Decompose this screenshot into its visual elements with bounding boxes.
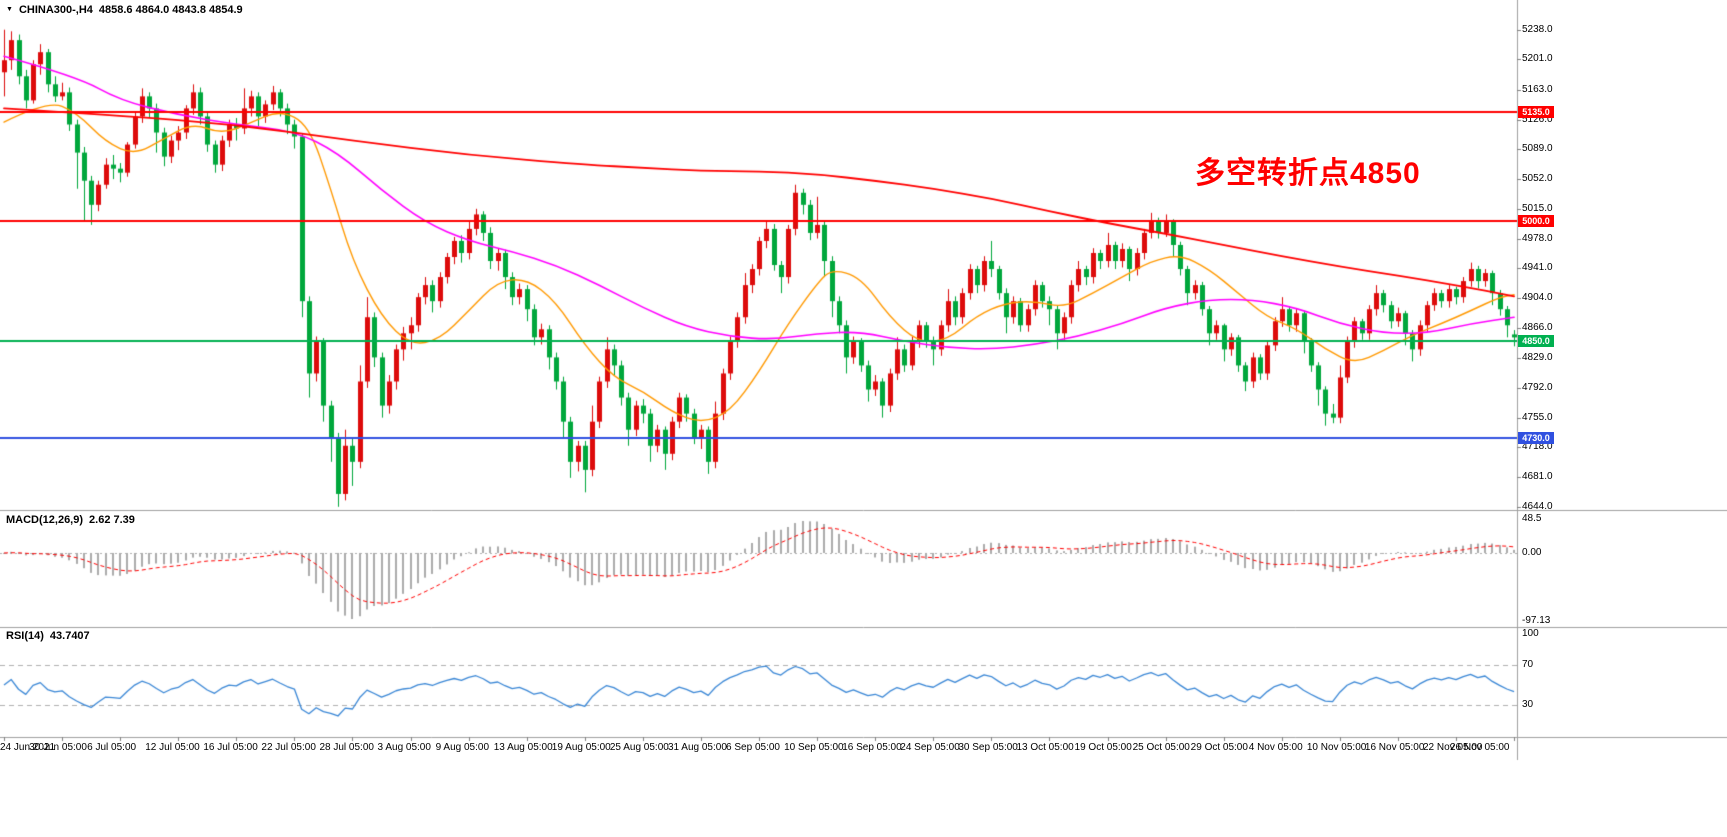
price-axis-label: 4866.0 [1522,322,1553,334]
time-axis-label: 24 Jun 2021 [0,742,56,753]
chart-header: ▼ CHINA300-,H4 4858.6 4864.0 4843.8 4854… [6,3,243,17]
price-axis-label: 4978.0 [1522,232,1553,244]
ohlc-values: 4858.6 4864.0 4843.8 4854.9 [98,4,243,16]
price-axis-label: 4792.0 [1522,381,1553,393]
time-axis-label: 10 Nov 05:00 [1306,742,1367,753]
time-axis-label: 12 Jul 05:00 [145,742,200,753]
time-axis-label: 6 Sep 05:00 [726,742,780,753]
price-axis-label: 5163.0 [1522,83,1553,95]
price-axis-label: 4755.0 [1522,411,1553,423]
macd-indicator-label: MACD(12,26,9) 2.62 7.39 [6,514,141,526]
macd-axis-label: 48.5 [1522,513,1542,524]
time-axis-label: 28 Jul 05:00 [319,742,374,753]
time-axis-label: 25 Oct 05:00 [1132,742,1190,753]
price-axis-label: 5052.0 [1522,173,1553,185]
price-level-tag[interactable]: 4730.0 [1518,431,1554,444]
time-axis-label: 19 Oct 05:00 [1074,742,1132,753]
time-axis-label: 29 Oct 05:00 [1190,742,1248,753]
time-axis-label: 16 Sep 05:00 [842,742,902,753]
time-axis-label: 26 Nov 05:00 [1450,742,1510,753]
price-axis-label: 4829.0 [1522,352,1553,364]
rsi-axis-label: 70 [1522,658,1534,670]
time-axis-label: 9 Aug 05:00 [435,742,490,753]
price-axis-label: 5015.0 [1522,202,1553,214]
time-axis-label: 6 Jul 05:00 [87,742,137,753]
rsi-axis-label: 30 [1522,699,1534,711]
price-axis-label: 4941.0 [1522,262,1553,274]
price-level-tag[interactable]: 5000.0 [1518,214,1554,227]
time-axis-label: 13 Aug 05:00 [493,742,553,753]
price-axis-label: 4644.0 [1522,500,1553,512]
time-axis-label: 4 Nov 05:00 [1248,742,1303,753]
time-axis-label: 22 Nov 05:00 [1423,742,1483,753]
price-axis-label: 4904.0 [1522,291,1553,303]
price-level-tag[interactable]: 4850.0 [1518,335,1554,348]
time-axis-label: 24 Sep 05:00 [900,742,960,753]
rsi-indicator-label: RSI(14) 43.7407 [6,630,96,642]
price-level-tag[interactable]: 5135.0 [1518,106,1554,119]
price-annotation: 多空转折点4850 [1195,157,1421,190]
symbol-timeframe-label: CHINA300-,H4 [18,4,93,16]
macd-axis-label: 0.00 [1522,546,1542,558]
rsi-axis-label: 100 [1522,628,1539,639]
price-axis-label: 5238.0 [1522,23,1553,35]
macd-values: 2.62 7.39 [89,514,135,526]
macd-axis-label: -97.13 [1522,615,1551,626]
symbol-dropdown-icon[interactable]: ▼ [6,6,13,13]
time-axis-label: 31 Aug 05:00 [667,742,727,753]
price-axis-label: 5201.0 [1522,53,1553,65]
rsi-value: 43.7407 [49,630,90,642]
macd-name: MACD(12,26,9) [6,514,84,526]
time-axis-label: 19 Aug 05:00 [551,742,611,753]
price-axis-label: 5089.0 [1522,143,1553,155]
price-axis-label: 4681.0 [1522,471,1553,483]
time-axis-label: 30 Sep 05:00 [958,742,1018,753]
price-axis-label: 4718.0 [1522,441,1553,453]
time-axis-label: 16 Nov 05:00 [1364,742,1425,753]
time-axis-label: 30 Jun 05:00 [29,742,87,753]
time-axis-label: 25 Aug 05:00 [609,742,669,753]
price-axis-label: 5126.0 [1522,113,1553,125]
time-axis-label: 3 Aug 05:00 [377,742,431,753]
rsi-name: RSI(14) [6,630,44,642]
time-axis-label: 10 Sep 05:00 [784,742,844,753]
time-axis-label: 22 Jul 05:00 [261,742,316,753]
time-axis-label: 13 Oct 05:00 [1016,742,1074,753]
time-axis-label: 16 Jul 05:00 [203,742,258,753]
